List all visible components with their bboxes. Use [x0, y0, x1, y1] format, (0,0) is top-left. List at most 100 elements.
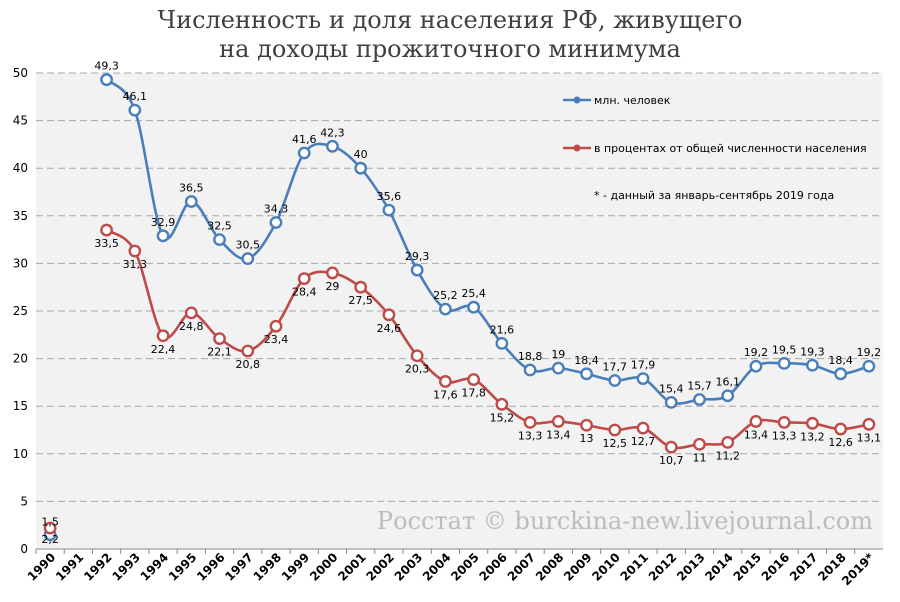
legend-label-series1: млн. человек — [594, 94, 671, 107]
series-1-data-label: 19,5 — [772, 343, 797, 356]
x-tick-label: 2008 — [533, 550, 567, 584]
x-tick-label: 2001 — [335, 550, 369, 584]
x-tick-label: 1991 — [53, 550, 87, 584]
series-2-data-label: 28,4 — [292, 286, 317, 299]
x-tick-label: 2015 — [731, 550, 765, 584]
x-tick-label: 2019* — [839, 550, 877, 588]
series-1-data-label: 36,5 — [179, 182, 204, 195]
series-1-point — [156, 229, 170, 243]
series-1-point — [806, 358, 819, 372]
series-area: 1,5 49,3 46,1 32,9 36,5 32,5 30,5 34,3 41,642,3 4… — [41, 60, 881, 546]
series-1-data-label: 32,9 — [151, 216, 176, 229]
series-2-point — [693, 437, 706, 451]
series-1-data-label: 29,3 — [405, 250, 430, 263]
series-1-point — [410, 263, 424, 277]
series-2-point — [608, 423, 622, 437]
series-1-data-label: 25,4 — [461, 287, 486, 300]
series-2-point — [636, 421, 650, 435]
series-2-point — [777, 415, 791, 429]
series-2-point — [269, 319, 283, 333]
y-tick-label: 5 — [20, 494, 28, 508]
series-2-point — [43, 521, 57, 535]
x-tick-label: 2003 — [392, 550, 426, 584]
series-1-point — [467, 300, 481, 314]
y-tick-label: 45 — [13, 114, 28, 128]
x-tick-label: 2005 — [448, 550, 482, 584]
y-tick-label: 40 — [13, 161, 28, 175]
series-2-point — [467, 373, 481, 386]
series-2-data-label: 12,6 — [828, 436, 853, 449]
series-1-point — [636, 372, 650, 385]
x-tick-label: 2012 — [646, 550, 680, 584]
series-2-data-label: 11,2 — [715, 449, 740, 462]
y-tick-label: 15 — [13, 399, 28, 413]
series-1-data-label: 15,7 — [687, 380, 712, 393]
series-2-data-label: 27,5 — [348, 294, 373, 307]
series-1-data-label: 49,3 — [94, 60, 119, 73]
series-2-data-label: 20,8 — [236, 358, 261, 371]
y-tick-label: 10 — [13, 447, 28, 461]
series-1-point — [297, 146, 311, 160]
x-tick-label: 1992 — [81, 550, 115, 584]
series-2-point — [834, 422, 848, 436]
series-2-data-label: 24,8 — [179, 320, 204, 333]
x-tick-label: 1993 — [109, 550, 143, 584]
chart-title-line2: на доходы прожиточного минимума — [219, 35, 681, 63]
series-1-point — [693, 393, 706, 406]
series-1-point — [382, 203, 396, 217]
series-2-data-label: 22,4 — [151, 343, 176, 356]
series-2-point — [438, 375, 452, 388]
series-2-data-label: 13,4 — [744, 428, 769, 441]
series-2-point — [156, 329, 170, 343]
series-2-data-label: 23,4 — [264, 333, 289, 346]
series-1-point — [777, 356, 791, 370]
y-tick-label: 0 — [20, 542, 28, 556]
series-2-point — [551, 415, 565, 428]
x-tick-label: 1990 — [25, 550, 59, 584]
series-1-point — [128, 103, 142, 117]
y-axis-ticks: 0 5 10 15 20 25 30 35 40 45 50 — [13, 66, 28, 556]
series-2-data-label: 17,6 — [433, 388, 458, 401]
series-1-data-label: 30,5 — [236, 239, 261, 252]
series-1-data-label: 17,9 — [631, 359, 656, 372]
legend: млн. человек в процентах от общей числен… — [563, 94, 867, 202]
series-1-point — [184, 195, 198, 208]
series-1-data-label: 40 — [354, 148, 368, 161]
legend-marker-series1 — [573, 96, 581, 104]
series-2-point — [664, 440, 678, 454]
y-tick-label: 25 — [13, 304, 28, 318]
x-tick-label: 2000 — [307, 550, 341, 584]
series-1-data-label: 18,8 — [518, 350, 543, 363]
series-2-data-label: 17,8 — [461, 387, 486, 400]
series-1-point — [241, 252, 255, 266]
series-2-data-label: 13,4 — [546, 428, 571, 441]
series-2-data-label: 13,1 — [857, 431, 882, 444]
series-2-data-label: 29 — [325, 280, 339, 293]
series-2-point — [580, 418, 593, 432]
series-2-data-label: 12,7 — [631, 435, 656, 448]
series-1-data-label: 32,5 — [207, 220, 232, 233]
series-2-data-label: 13,3 — [518, 429, 543, 442]
y-tick-label: 35 — [13, 209, 28, 223]
series-1-point — [100, 73, 113, 87]
series-2-point — [749, 415, 763, 428]
series-2-point — [382, 308, 396, 322]
series-1-data-label: 1,5 — [41, 516, 59, 529]
y-tick-label: 30 — [13, 256, 28, 270]
series-1-point — [551, 361, 565, 375]
series-1-data-label: 19,2 — [744, 346, 769, 359]
series-2-point — [297, 272, 311, 286]
series-1-point — [608, 374, 622, 387]
series-2-data-label: 31,3 — [123, 258, 148, 271]
series-1-data-label: 17,7 — [603, 360, 628, 373]
series-2-point — [354, 280, 368, 294]
series-2-data-label: 2,2 — [41, 533, 59, 546]
series-1-data-label: 16,1 — [715, 376, 740, 389]
x-tick-label: 2011 — [618, 550, 652, 584]
x-tick-label: 2016 — [759, 550, 793, 584]
series-2-point — [100, 223, 113, 237]
x-tick-label: 1994 — [138, 550, 172, 584]
x-tick-label: 1999 — [279, 550, 313, 584]
series-2-point — [241, 344, 255, 358]
